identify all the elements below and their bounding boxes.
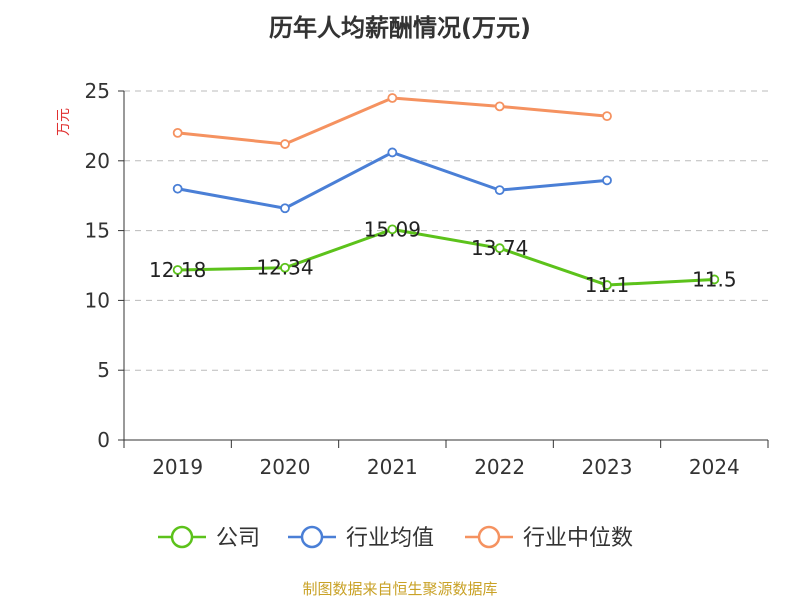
data-label: 11.5 xyxy=(692,267,737,291)
data-point xyxy=(280,139,290,149)
data-label: 12.18 xyxy=(149,258,206,282)
data-point xyxy=(602,111,612,122)
legend-item[interactable]: 行业中位数 xyxy=(465,525,633,551)
y-tick-label: 0 xyxy=(97,428,110,452)
legend-marker xyxy=(170,525,194,549)
data-label: 15.09 xyxy=(364,217,421,241)
y-axis-unit-label: 万元 xyxy=(56,108,72,136)
data-label: 11.1 xyxy=(585,273,630,297)
grid-lines xyxy=(124,90,768,371)
legend-label: 公司 xyxy=(216,526,260,551)
series-line-2 xyxy=(177,96,608,146)
chart-title: 历年人均薪酬情况(万元) xyxy=(269,14,531,42)
source-note: 制图数据来自恒生聚源数据库 xyxy=(302,580,497,598)
legend-label: 行业均值 xyxy=(346,526,434,551)
x-tick-label: 2021 xyxy=(367,455,418,479)
legend-marker xyxy=(300,525,324,549)
legend: 公司 行业均值 行业中位数 xyxy=(158,525,633,551)
data-label: 12.34 xyxy=(256,256,313,280)
y-tick-label: 25 xyxy=(85,79,110,103)
y-tick-label: 10 xyxy=(85,288,110,312)
data-point xyxy=(172,183,183,194)
data-point xyxy=(387,93,398,103)
x-tick-label: 2019 xyxy=(152,455,203,479)
data-point xyxy=(709,274,720,285)
y-tick-label: 20 xyxy=(85,149,110,173)
series-line-0 xyxy=(177,227,715,287)
data-point xyxy=(387,224,398,235)
data-label: 13.74 xyxy=(471,236,528,260)
x-tick-label: 2023 xyxy=(582,455,633,479)
data-point xyxy=(172,127,183,138)
y-tick-label: 5 xyxy=(97,358,110,382)
y-tick-label: 15 xyxy=(85,219,110,243)
series-lines xyxy=(172,93,720,290)
data-point xyxy=(602,280,612,290)
data-labels: 12.18 12.34 15.09 13.74 11.1 11.5 xyxy=(149,217,737,297)
data-point xyxy=(387,147,398,158)
data-point xyxy=(280,203,290,214)
legend-marker xyxy=(477,525,501,549)
x-tick-label: 2022 xyxy=(474,455,525,479)
data-point xyxy=(172,265,183,275)
data-point xyxy=(494,243,505,254)
x-tick-label: 2024 xyxy=(689,455,740,479)
legend-item[interactable]: 行业均值 xyxy=(288,525,434,551)
data-point xyxy=(494,185,505,196)
data-point xyxy=(494,101,505,112)
data-point xyxy=(602,175,612,186)
legend-label: 行业中位数 xyxy=(523,526,633,551)
axes: 0 5 10 15 20 25 2019 2020 2021 2022 2023 2024 xyxy=(85,79,769,479)
data-point xyxy=(280,262,290,273)
x-tick-label: 2020 xyxy=(260,455,311,479)
legend-item[interactable]: 公司 xyxy=(158,525,260,551)
